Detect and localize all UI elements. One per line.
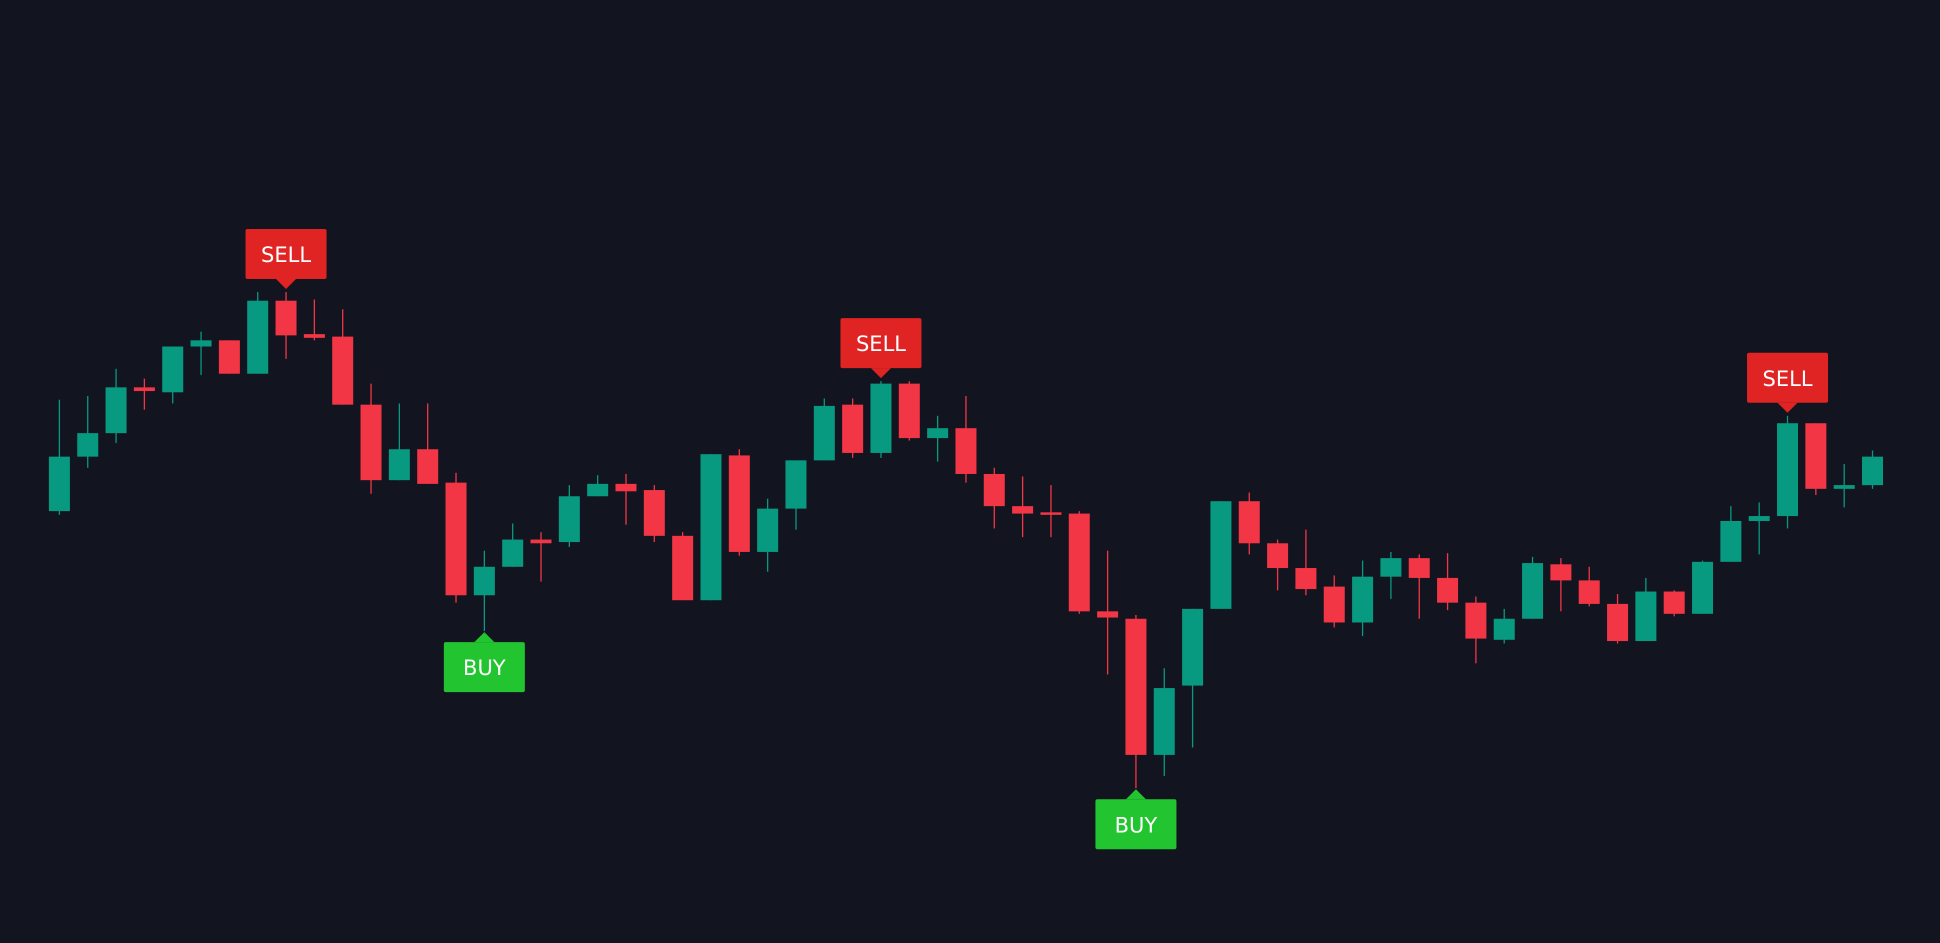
candle-body xyxy=(955,428,977,474)
signal-badge xyxy=(1747,352,1829,403)
candle-body xyxy=(218,340,240,374)
candle-body xyxy=(388,449,410,481)
candle-body xyxy=(1805,423,1827,489)
signal-badge xyxy=(443,642,525,693)
signal-label: SELL xyxy=(856,332,906,356)
candle-body xyxy=(1097,611,1119,618)
candle-body xyxy=(417,449,439,484)
candle-body xyxy=(1238,501,1260,544)
candle-body xyxy=(360,404,382,481)
candle-body xyxy=(1267,543,1289,569)
candle-body xyxy=(615,483,637,492)
candle-body xyxy=(1182,608,1204,686)
candle-body xyxy=(1153,688,1175,755)
signal-badge xyxy=(840,318,922,369)
signal-pointer xyxy=(276,279,297,290)
signal-label: SELL xyxy=(261,243,311,267)
candle-body xyxy=(133,387,155,392)
candle-body xyxy=(247,300,269,374)
candle-body xyxy=(1578,580,1600,604)
signal-pointer xyxy=(474,632,495,643)
candle-body xyxy=(983,473,1005,507)
candle-body xyxy=(1323,586,1345,623)
candle-body xyxy=(1720,521,1742,562)
candle-body xyxy=(303,334,325,338)
candle-body xyxy=(1493,618,1515,640)
candle-body xyxy=(785,460,807,509)
candle-body xyxy=(1607,603,1629,642)
candle-body xyxy=(275,300,297,336)
candle-body xyxy=(1295,568,1317,590)
candle-body xyxy=(1352,576,1374,623)
candle-body xyxy=(445,482,467,596)
candle-body xyxy=(587,483,609,497)
signal-label: BUY xyxy=(1115,813,1158,837)
candle-body xyxy=(1408,558,1430,578)
candle-body xyxy=(1550,564,1572,581)
candle-body xyxy=(473,566,495,596)
candle-body xyxy=(728,455,750,552)
candle-body xyxy=(1437,577,1459,603)
candle-body xyxy=(105,387,127,434)
candle-body xyxy=(502,539,524,567)
candle-body xyxy=(1748,516,1770,522)
candle-body xyxy=(1862,456,1884,486)
candle-body xyxy=(1663,591,1685,614)
signal-badge xyxy=(245,229,327,280)
candle-body xyxy=(77,433,99,457)
candle-body xyxy=(1522,563,1544,619)
signal-label: SELL xyxy=(1763,367,1813,391)
candle-body xyxy=(1465,602,1487,639)
candle-body xyxy=(927,428,949,439)
candle-body xyxy=(1692,561,1714,614)
candle-body xyxy=(332,336,354,405)
signal-pointer xyxy=(870,368,891,379)
candle-body xyxy=(530,539,552,544)
candle-body xyxy=(1068,513,1090,612)
candle-body xyxy=(757,508,779,552)
candle-body xyxy=(1380,558,1402,577)
candle-body xyxy=(842,404,864,453)
candle-body xyxy=(700,454,722,601)
candle-body xyxy=(813,405,835,461)
candle-body xyxy=(1635,591,1657,642)
candle-body xyxy=(162,346,184,393)
candle-body xyxy=(190,340,212,347)
candle-body xyxy=(1210,501,1232,609)
signal-pointer xyxy=(1777,402,1798,413)
candle-body xyxy=(1125,618,1147,755)
candle-body xyxy=(643,490,665,536)
candle-body xyxy=(1777,423,1799,517)
candle-body xyxy=(898,383,920,439)
candle-body xyxy=(1012,506,1034,514)
candle-body xyxy=(1040,512,1062,515)
signal-badge xyxy=(1095,799,1177,850)
candle-body xyxy=(558,496,580,543)
candle-body xyxy=(1833,485,1855,489)
signal-pointer xyxy=(1125,789,1146,800)
signal-label: BUY xyxy=(463,656,506,680)
candle-body xyxy=(48,456,70,512)
candle-body xyxy=(870,383,892,453)
candle-body xyxy=(672,535,694,601)
